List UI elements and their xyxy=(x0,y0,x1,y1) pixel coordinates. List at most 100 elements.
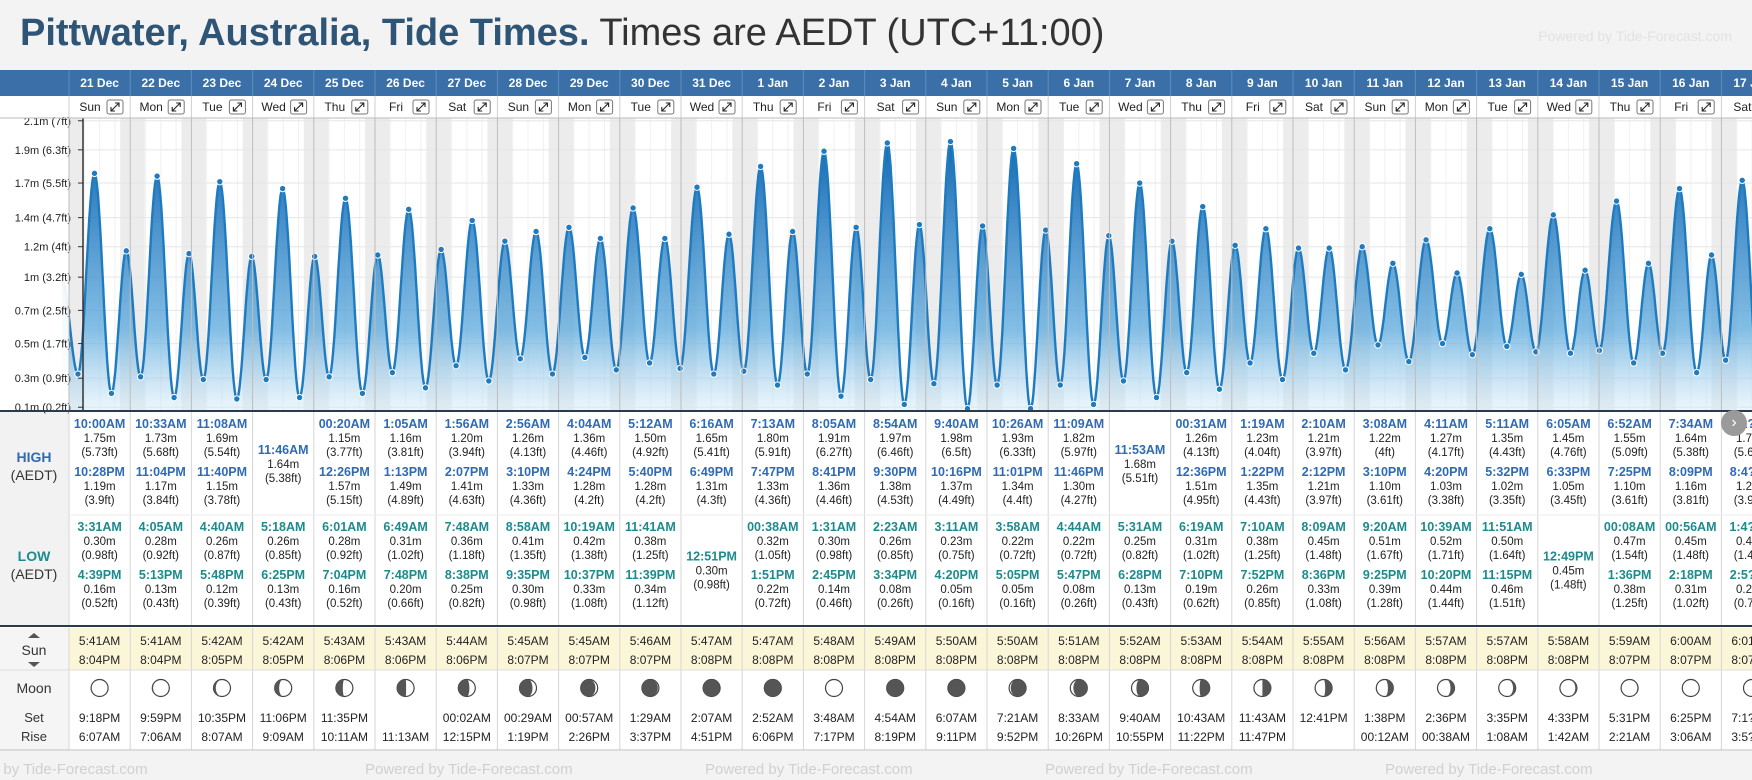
low-tide-point[interactable] xyxy=(1215,385,1224,393)
low-tide-point[interactable] xyxy=(325,373,333,381)
high-tide-point[interactable] xyxy=(310,252,319,261)
low-tide-point[interactable] xyxy=(773,381,782,389)
expand-day-button[interactable] xyxy=(351,99,369,115)
expand-icon[interactable] xyxy=(661,102,671,112)
low-tide-point[interactable] xyxy=(900,400,908,409)
high-tide-point[interactable] xyxy=(1072,159,1081,168)
low-tide-point[interactable] xyxy=(581,353,589,362)
low-tide-point[interactable] xyxy=(1119,377,1128,385)
low-tide-point[interactable] xyxy=(136,373,145,381)
low-tide-point[interactable] xyxy=(74,370,82,378)
high-tide-point[interactable] xyxy=(661,234,669,243)
high-tide-point[interactable] xyxy=(153,172,161,180)
low-tide-point[interactable] xyxy=(295,393,304,402)
expand-icon[interactable] xyxy=(1701,102,1711,112)
high-tide-point[interactable] xyxy=(1644,259,1653,268)
high-tide-point[interactable] xyxy=(1105,231,1113,240)
high-tide-point[interactable] xyxy=(1675,184,1684,193)
expand-day-button[interactable] xyxy=(106,99,124,115)
expand-day-button[interactable] xyxy=(228,99,246,115)
high-tide-point[interactable] xyxy=(1262,225,1270,233)
high-tide-point[interactable] xyxy=(1231,241,1239,250)
low-tide-point[interactable] xyxy=(1658,349,1667,357)
high-tide-point[interactable] xyxy=(915,220,924,229)
expand-day-button[interactable] xyxy=(1330,99,1348,115)
high-tide-point[interactable] xyxy=(185,249,193,258)
high-tide-point[interactable] xyxy=(1707,251,1716,259)
expand-day-button[interactable] xyxy=(1024,99,1042,115)
expand-icon[interactable] xyxy=(110,102,120,112)
expand-icon[interactable] xyxy=(416,102,426,112)
low-tide-point[interactable] xyxy=(1246,359,1254,367)
high-tide-point[interactable] xyxy=(90,169,99,178)
expand-day-button[interactable] xyxy=(167,99,185,115)
expand-icon[interactable] xyxy=(600,102,610,112)
low-tide-point[interactable] xyxy=(676,364,684,373)
high-tide-point[interactable] xyxy=(1612,197,1621,205)
expand-icon[interactable] xyxy=(844,102,854,112)
low-tide-point[interactable] xyxy=(710,370,718,378)
low-tide-point[interactable] xyxy=(199,375,208,384)
high-tide-point[interactable] xyxy=(437,245,445,254)
high-tide-point[interactable] xyxy=(1009,144,1018,153)
expand-day-button[interactable] xyxy=(1514,99,1532,115)
expand-day-button[interactable] xyxy=(412,99,430,115)
scroll-right-icon[interactable]: › xyxy=(1721,410,1747,436)
expand-icon[interactable] xyxy=(1028,102,1038,112)
high-tide-point[interactable] xyxy=(532,227,540,236)
expand-icon[interactable] xyxy=(538,102,548,112)
powered-by-link[interactable]: Powered by Tide-Forecast.com xyxy=(1538,28,1732,44)
expand-day-button[interactable] xyxy=(1146,99,1164,115)
expand-icon[interactable] xyxy=(1334,102,1344,112)
high-tide-point[interactable] xyxy=(1738,176,1746,184)
expand-icon[interactable] xyxy=(477,102,487,112)
expand-day-button[interactable] xyxy=(473,99,491,115)
high-tide-point[interactable] xyxy=(1041,226,1050,234)
expand-icon[interactable] xyxy=(1579,102,1589,112)
high-tide-point[interactable] xyxy=(1199,202,1207,211)
expand-icon[interactable] xyxy=(171,102,181,112)
low-tide-point[interactable] xyxy=(1374,341,1382,349)
expand-icon[interactable] xyxy=(1089,102,1099,112)
expand-icon[interactable] xyxy=(1212,102,1222,112)
expand-day-button[interactable] xyxy=(779,99,797,115)
high-tide-point[interactable] xyxy=(468,216,476,225)
low-tide-point[interactable] xyxy=(1503,342,1511,351)
low-tide-point[interactable] xyxy=(930,380,938,388)
high-tide-point[interactable] xyxy=(693,183,701,191)
high-tide-point[interactable] xyxy=(1294,244,1303,252)
high-tide-point[interactable] xyxy=(978,222,987,230)
expand-icon[interactable] xyxy=(722,102,732,112)
high-tide-point[interactable] xyxy=(122,247,130,255)
high-tide-point[interactable] xyxy=(629,204,637,212)
high-tide-point[interactable] xyxy=(820,147,828,155)
low-tide-point[interactable] xyxy=(1183,368,1191,377)
low-tide-point[interactable] xyxy=(1629,359,1638,367)
expand-day-button[interactable] xyxy=(534,99,552,115)
low-tide-point[interactable] xyxy=(993,381,1001,389)
high-tide-point[interactable] xyxy=(756,162,765,171)
low-tide-point[interactable] xyxy=(1310,349,1318,357)
low-tide-point[interactable] xyxy=(388,368,397,377)
high-tide-point[interactable] xyxy=(852,223,860,232)
low-tide-point[interactable] xyxy=(803,370,811,378)
low-tide-point[interactable] xyxy=(485,377,493,385)
high-tide-point[interactable] xyxy=(1168,237,1176,245)
high-tide-point[interactable] xyxy=(374,251,382,259)
high-tide-point[interactable] xyxy=(405,205,413,214)
high-tide-point[interactable] xyxy=(596,234,605,243)
high-tide-point[interactable] xyxy=(278,184,287,193)
low-tide-point[interactable] xyxy=(1438,339,1447,348)
expand-icon[interactable] xyxy=(1395,102,1405,112)
expand-icon[interactable] xyxy=(294,102,304,112)
expand-day-button[interactable] xyxy=(1269,99,1287,115)
high-tide-point[interactable] xyxy=(1358,243,1366,251)
expand-day-button[interactable] xyxy=(1391,99,1409,115)
low-tide-point[interactable] xyxy=(1152,393,1161,402)
expand-day-button[interactable] xyxy=(1575,99,1593,115)
low-tide-point[interactable] xyxy=(866,375,875,384)
high-tide-point[interactable] xyxy=(565,223,573,232)
low-tide-point[interactable] xyxy=(1341,366,1350,374)
high-tide-point[interactable] xyxy=(216,177,224,186)
low-tide-point[interactable] xyxy=(1692,368,1701,377)
